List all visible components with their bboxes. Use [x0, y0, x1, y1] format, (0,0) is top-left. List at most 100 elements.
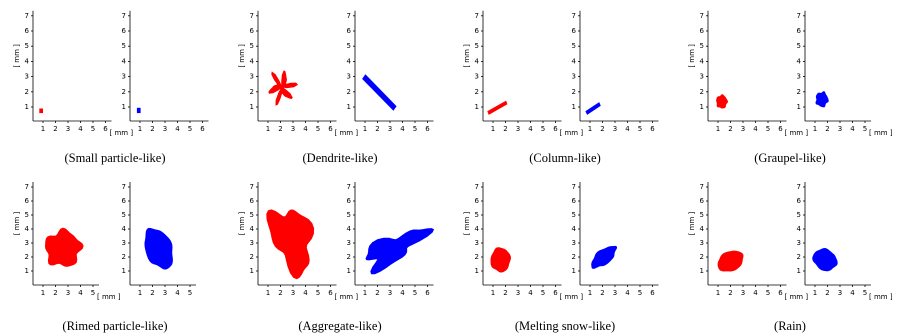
x-tick-label: 4 [303, 289, 308, 297]
caption: (Column-like) [529, 151, 601, 165]
y-tick-label: 3 [347, 73, 351, 81]
x-tick-label: 6 [553, 289, 558, 297]
x-tick-label: 2 [503, 289, 507, 297]
y-tick-label: 4 [475, 57, 480, 65]
x-tick-label: 5 [541, 289, 545, 297]
x-tick-label: 5 [638, 289, 642, 297]
particle-image [491, 247, 512, 272]
x-tick-label: 3 [291, 289, 295, 297]
y-tick-label: 6 [250, 27, 255, 35]
y-tick-label: 1 [572, 267, 576, 275]
y-tick-label: 7 [347, 12, 351, 20]
y-tick-label: 2 [700, 253, 704, 261]
y-tick-label: 3 [122, 239, 126, 247]
x-tick-label: 3 [516, 289, 520, 297]
x-tick-label: 5 [316, 125, 320, 133]
x-tick-label: 6 [650, 289, 655, 297]
x-tick-label: 5 [541, 125, 545, 133]
y-tick-label: 3 [572, 73, 576, 81]
y-tick-label: 6 [475, 197, 480, 205]
y-tick-label: 3 [475, 73, 479, 81]
y-tick-label: 1 [700, 267, 704, 275]
x-tick-label: 5 [863, 125, 867, 133]
x-tick-label: 2 [503, 125, 507, 133]
y-tick-label: 5 [797, 211, 801, 219]
x-tick-label: 4 [528, 289, 533, 297]
x-tick-label: 4 [625, 125, 630, 133]
y-tick-label: 3 [700, 239, 704, 247]
x-tick-label: 5 [188, 289, 192, 297]
y-tick-label: 1 [700, 103, 704, 111]
y-tick-label: 3 [25, 73, 29, 81]
x-axis-label: [ mm ] [869, 129, 893, 137]
x-tick-label: 4 [175, 125, 180, 133]
particle-image [137, 108, 141, 113]
y-tick-label: 6 [25, 27, 30, 35]
y-tick-label: 6 [700, 197, 705, 205]
x-tick-label: 2 [53, 125, 57, 133]
y-tick-label: 5 [250, 42, 254, 50]
y-tick-label: 1 [122, 103, 126, 111]
y-tick-label: 4 [700, 225, 705, 233]
y-tick-label: 2 [25, 88, 29, 96]
x-tick-label: 6 [553, 125, 558, 133]
particle-image [366, 228, 435, 274]
y-tick-label: 3 [700, 73, 704, 81]
y-axis-label: [ mm ] [238, 211, 246, 235]
particle-image [585, 102, 600, 115]
x-tick-label: 6 [328, 289, 333, 297]
y-tick-label: 1 [250, 267, 254, 275]
x-tick-label: 3 [741, 125, 745, 133]
y-tick-label: 7 [347, 183, 351, 191]
y-tick-label: 7 [250, 12, 254, 20]
x-tick-label: 3 [613, 125, 617, 133]
x-tick-label: 2 [825, 125, 829, 133]
x-tick-label: 2 [600, 125, 604, 133]
y-axis-label: [ mm ] [238, 44, 246, 68]
y-tick-label: 2 [797, 88, 801, 96]
x-tick-label: 3 [838, 125, 842, 133]
x-tick-label: 1 [491, 125, 495, 133]
x-tick-label: 6 [778, 125, 783, 133]
y-tick-label: 2 [475, 253, 479, 261]
y-tick-label: 3 [347, 239, 351, 247]
x-tick-label: 2 [600, 289, 604, 297]
y-tick-label: 7 [475, 12, 479, 20]
y-tick-label: 4 [25, 57, 30, 65]
y-tick-label: 6 [25, 197, 30, 205]
y-tick-label: 4 [572, 57, 577, 65]
x-tick-label: 1 [138, 125, 142, 133]
y-tick-label: 2 [347, 253, 351, 261]
y-tick-label: 2 [475, 88, 479, 96]
x-tick-label: 1 [41, 125, 45, 133]
x-tick-label: 5 [766, 125, 770, 133]
y-tick-label: 2 [250, 253, 254, 261]
y-tick-label: 4 [122, 225, 127, 233]
x-tick-label: 4 [400, 125, 405, 133]
y-tick-label: 5 [700, 42, 704, 50]
x-tick-label: 4 [78, 289, 83, 297]
particle-image [145, 228, 173, 270]
particle-image [268, 70, 298, 105]
x-tick-label: 3 [741, 289, 745, 297]
y-tick-label: 1 [25, 267, 29, 275]
x-tick-label: 4 [400, 289, 405, 297]
x-tick-label: 1 [588, 289, 592, 297]
y-tick-label: 5 [347, 42, 351, 50]
y-tick-label: 4 [122, 57, 127, 65]
y-tick-label: 7 [700, 12, 704, 20]
y-tick-label: 3 [122, 73, 126, 81]
y-tick-label: 1 [797, 103, 801, 111]
x-tick-label: 6 [778, 289, 783, 297]
x-tick-label: 4 [753, 125, 758, 133]
y-axis-label: [ mm ] [463, 211, 471, 235]
x-tick-label: 6 [328, 125, 333, 133]
y-tick-label: 6 [122, 27, 127, 35]
x-tick-label: 1 [363, 125, 367, 133]
y-tick-label: 6 [572, 27, 577, 35]
y-tick-label: 2 [797, 253, 801, 261]
x-tick-label: 2 [728, 125, 732, 133]
